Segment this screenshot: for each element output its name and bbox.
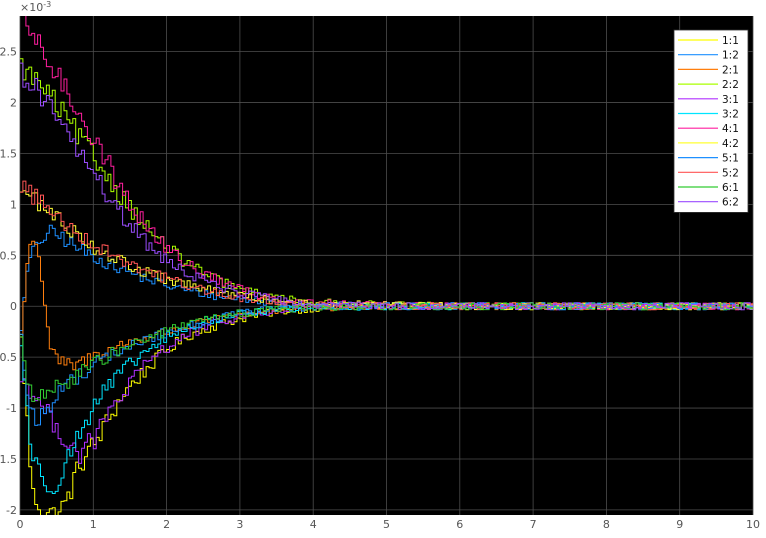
legend-label: 4:1 (722, 123, 739, 135)
y-exponent-base: ×10 (20, 1, 43, 14)
legend-entry-3-2: 3:2 (678, 109, 739, 121)
legend-label: 1:1 (722, 35, 739, 47)
legend-label: 5:2 (722, 167, 739, 179)
legend: 1:1 1:2 2:1 2:2 3:1 3:2 4:1 4:2 5:1 5:2 6:1 6:2 (673, 29, 749, 213)
legend-entry-5-2: 5:2 (678, 167, 739, 179)
y-tick-label-2: -1 (6, 402, 17, 415)
legend-label: 6:1 (722, 182, 739, 194)
legend-entry-1-2: 1:2 (678, 50, 739, 62)
x-tick-label-10: 10 (746, 518, 760, 531)
x-axis-ticks: 0 1 2 3 4 5 6 7 8 9 10 (17, 518, 761, 531)
legend-label: 1:2 (722, 50, 739, 62)
legend-label: 6:2 (722, 197, 739, 209)
y-tick-label-1: -1.5 (0, 453, 17, 466)
legend-entry-3-1: 3:1 (678, 94, 739, 106)
y-tick-label-7: 1.5 (0, 147, 17, 160)
series-layer (20, 16, 753, 515)
legend-entry-2-2: 2:2 (678, 79, 739, 91)
svg-text:×10-3: ×10-3 (20, 0, 51, 14)
legend-label: 3:1 (722, 94, 739, 106)
x-tick-label-5: 5 (383, 518, 390, 531)
x-tick-label-7: 7 (530, 518, 537, 531)
x-tick-label-2: 2 (163, 518, 170, 531)
legend-entry-4-1: 4:1 (678, 123, 739, 135)
y-exponent-label: ×10-3 (20, 0, 51, 14)
y-tick-label-5: 0.5 (0, 249, 17, 262)
legend-entry-6-1: 6:1 (678, 182, 739, 194)
x-tick-label-0: 0 (17, 518, 24, 531)
legend-entry-4-2: 4:2 (678, 138, 739, 150)
y-tick-label-6: 1 (10, 198, 17, 211)
legend-label: 5:1 (722, 153, 739, 165)
x-tick-label-3: 3 (236, 518, 243, 531)
x-tick-label-6: 6 (456, 518, 463, 531)
x-tick-label-1: 1 (90, 518, 97, 531)
y-axis-ticks: -2 -1.5 -1 -0.5 0 0.5 1 1.5 2 2.5 (0, 46, 17, 517)
x-tick-label-9: 9 (676, 518, 683, 531)
y-exponent-power: -3 (43, 0, 51, 9)
legend-entry-2-1: 2:1 (678, 64, 739, 76)
x-tick-label-4: 4 (310, 518, 317, 531)
y-tick-label-8: 2 (10, 97, 17, 110)
y-tick-label-9: 2.5 (0, 46, 17, 59)
y-tick-label-0: -2 (6, 504, 17, 517)
legend-entry-5-1: 5:1 (678, 153, 739, 165)
legend-label: 4:2 (722, 138, 739, 150)
legend-entry-1-1: 1:1 (678, 35, 739, 47)
legend-label: 2:1 (722, 64, 739, 76)
legend-entry-6-2: 6:2 (678, 197, 739, 209)
legend-box (673, 29, 749, 213)
y-tick-label-4: 0 (10, 300, 17, 313)
legend-label: 2:2 (722, 79, 739, 91)
x-tick-label-8: 8 (603, 518, 610, 531)
series-line-6-2 (20, 62, 753, 311)
legend-label: 3:2 (722, 109, 739, 121)
y-tick-label-3: -0.5 (0, 351, 17, 364)
